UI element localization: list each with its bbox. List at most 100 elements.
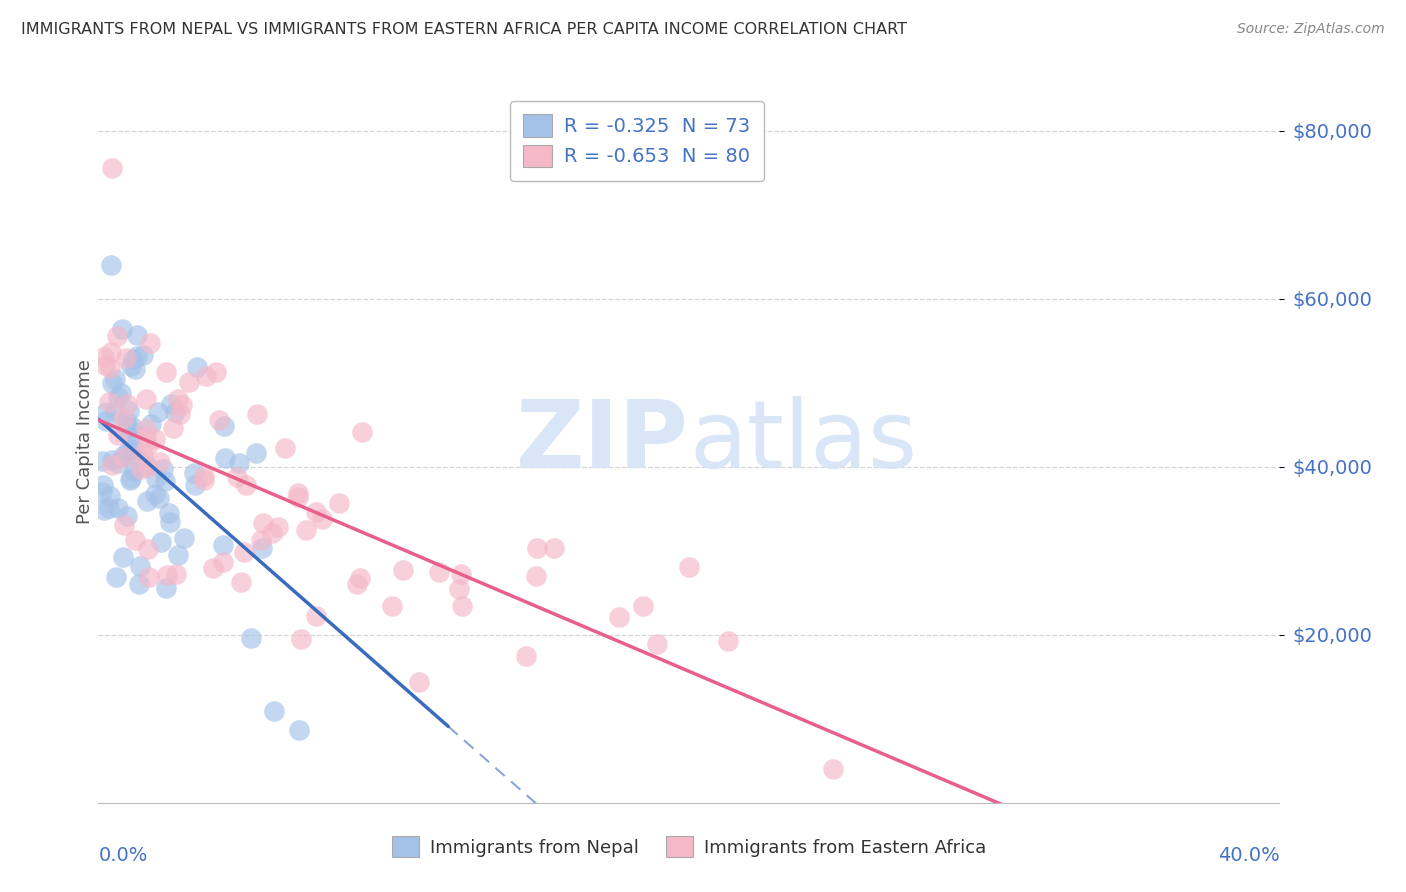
Point xyxy=(267,519,290,533)
Point xyxy=(135,430,157,444)
Point xyxy=(159,515,181,529)
Point xyxy=(208,413,231,427)
Point xyxy=(155,582,177,596)
Point xyxy=(128,577,150,591)
Point xyxy=(93,358,115,372)
Point xyxy=(165,404,187,418)
Point xyxy=(427,565,450,579)
Point xyxy=(132,348,155,362)
Point xyxy=(328,496,350,510)
Point xyxy=(821,762,844,776)
Point xyxy=(124,362,146,376)
Point xyxy=(135,458,157,472)
Point xyxy=(115,414,138,428)
Point xyxy=(201,561,224,575)
Point xyxy=(447,582,470,596)
Point xyxy=(214,450,236,465)
Point xyxy=(205,365,228,379)
Point xyxy=(146,405,169,419)
Point xyxy=(111,550,134,565)
Point xyxy=(104,403,127,417)
Point xyxy=(245,446,267,460)
Point xyxy=(526,541,548,555)
Point xyxy=(139,335,162,350)
Point xyxy=(131,462,153,476)
Text: IMMIGRANTS FROM NEPAL VS IMMIGRANTS FROM EASTERN AFRICA PER CAPITA INCOME CORREL: IMMIGRANTS FROM NEPAL VS IMMIGRANTS FROM… xyxy=(21,22,907,37)
Point xyxy=(118,404,141,418)
Point xyxy=(515,648,537,663)
Point xyxy=(165,567,187,582)
Point xyxy=(115,509,138,524)
Point xyxy=(136,541,159,556)
Point xyxy=(98,395,121,409)
Point xyxy=(100,489,122,503)
Point xyxy=(633,599,655,614)
Point xyxy=(349,571,371,585)
Point xyxy=(381,599,404,614)
Point xyxy=(524,569,547,583)
Point xyxy=(122,464,145,478)
Point xyxy=(121,442,143,456)
Point xyxy=(129,559,152,574)
Text: Source: ZipAtlas.com: Source: ZipAtlas.com xyxy=(1237,22,1385,37)
Point xyxy=(160,397,183,411)
Point xyxy=(105,569,128,583)
Point xyxy=(115,397,138,411)
Point xyxy=(186,360,208,375)
Point xyxy=(184,477,207,491)
Point xyxy=(193,473,215,487)
Point xyxy=(110,386,132,401)
Point xyxy=(97,500,120,515)
Point xyxy=(246,407,269,421)
Point xyxy=(122,351,145,366)
Point xyxy=(135,493,157,508)
Text: 0.0%: 0.0% xyxy=(98,847,148,865)
Point xyxy=(194,368,217,383)
Point xyxy=(229,575,252,590)
Point xyxy=(167,548,190,562)
Point xyxy=(111,410,134,425)
Point xyxy=(149,534,172,549)
Point xyxy=(295,524,318,538)
Point xyxy=(153,474,176,488)
Point xyxy=(148,491,170,506)
Point xyxy=(107,428,129,442)
Point xyxy=(183,467,205,481)
Point xyxy=(93,503,115,517)
Text: ZIP: ZIP xyxy=(516,395,689,488)
Point xyxy=(135,392,157,407)
Point xyxy=(290,632,312,646)
Point xyxy=(235,478,257,492)
Point xyxy=(114,351,136,366)
Point xyxy=(214,419,236,434)
Point xyxy=(408,674,430,689)
Point xyxy=(609,609,631,624)
Point xyxy=(263,704,285,718)
Point xyxy=(149,455,172,469)
Point xyxy=(252,516,274,530)
Point xyxy=(121,442,143,457)
Point xyxy=(136,460,159,475)
Point xyxy=(305,609,328,624)
Point xyxy=(717,634,740,648)
Point xyxy=(287,491,309,505)
Point xyxy=(170,398,193,412)
Point xyxy=(111,322,134,336)
Point xyxy=(91,478,114,492)
Point xyxy=(287,723,309,737)
Point xyxy=(678,559,700,574)
Point xyxy=(152,462,174,476)
Point xyxy=(249,533,271,548)
Point xyxy=(391,563,413,577)
Point xyxy=(274,441,297,455)
Point xyxy=(124,426,146,441)
Point xyxy=(127,327,149,342)
Point xyxy=(101,161,124,175)
Point xyxy=(305,505,328,519)
Point xyxy=(94,414,117,428)
Point xyxy=(127,349,149,363)
Point xyxy=(179,375,201,389)
Point xyxy=(138,570,160,584)
Point xyxy=(211,538,233,552)
Point xyxy=(166,392,188,407)
